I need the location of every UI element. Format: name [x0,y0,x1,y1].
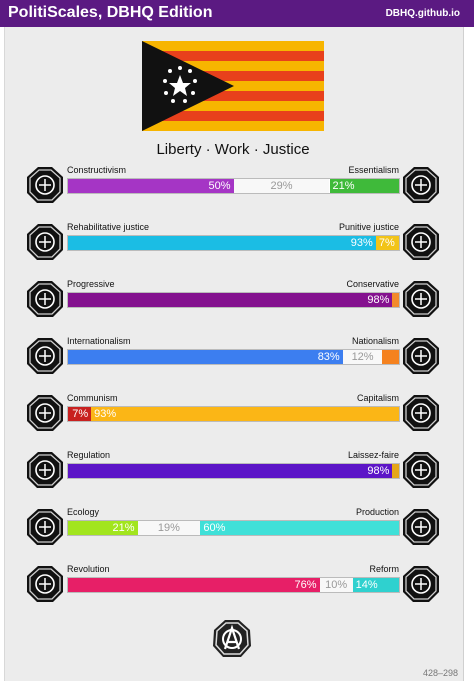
axis-left-label: Constructivism [67,165,127,175]
essentialism-icon [403,167,439,203]
site-link[interactable]: DBHQ.github.io [385,8,460,19]
axis-row: Regulation Laissez-faire 98% [26,450,440,491]
axis-left-label: Regulation [67,450,111,460]
image-dimensions: 428–298 [422,668,458,678]
axis-score-bar: 50% 29% 21% [67,178,400,194]
reform-icon [403,566,439,602]
laissez-faire-icon [403,452,439,488]
communism-icon [27,395,63,431]
neutral-score-segment: 19% [137,521,201,535]
left-score-segment: 98% [68,464,393,478]
conservative-icon [403,281,439,317]
constructivism-icon [27,167,63,203]
axis-right-label: Reform [369,564,399,574]
regulation-icon [26,451,64,489]
punitive-justice-icon [402,223,440,261]
neutral-score-segment: 29% [233,179,330,193]
reform-icon [402,565,440,603]
axis-score-bar: 98% [67,292,400,308]
axis-right-label: Production [355,507,399,517]
conservative-icon [402,280,440,318]
left-score-segment: 93% [68,236,376,250]
right-score-segment: 14% [352,578,399,592]
axis-right-label: Capitalism [356,393,399,403]
neutral-score-segment: 10% [319,578,353,592]
right-score-segment [382,350,399,364]
production-icon [402,508,440,546]
laissez-faire-icon [402,451,440,489]
neutral-score-segment: 12% [342,350,383,364]
axis-left-label: Rehabilitative justice [67,222,150,232]
essentialism-icon [402,166,440,204]
axis-row: Communism Capitalism 7% 93% [26,393,440,434]
axis-right-label: Conservative [346,279,399,289]
axis-left-label: Internationalism [67,336,131,346]
title-bar: PolitiScales, DBHQ Edition DBHQ.github.i… [0,0,474,27]
capitalism-icon [403,395,439,431]
app-title: PolitiScales, DBHQ Edition [8,4,213,21]
axis-score-bar: 7% 93% [67,406,400,422]
flag-image [142,41,324,131]
axis-score-bar: 83% 12% [67,349,400,365]
left-score-segment: 50% [68,179,234,193]
revolution-icon [27,566,63,602]
axis-right-label: Nationalism [351,336,399,346]
constructivism-icon [26,166,64,204]
axis-row: Constructivism Essentialism 50% 29% 21% [26,165,440,206]
axis-score-bar: 93% 7% [67,235,400,251]
axis-row: Internationalism Nationalism 83% 12% [26,336,440,377]
motto: Liberty · Work · Justice [156,141,310,158]
axis-right-label: Laissez-faire [347,450,399,460]
axis-right-label: Essentialism [348,165,399,175]
rehabilitative-justice-icon [27,224,63,260]
axis-left-label: Ecology [67,507,100,517]
progressive-icon [27,281,63,317]
axis-score-bar: 76% 10% 14% [67,577,400,593]
left-score-segment: 83% [68,350,343,364]
internationalism-icon [27,338,63,374]
left-score-segment: 21% [68,521,138,535]
ecology-icon [26,508,64,546]
axis-row: Revolution Reform 76% 10% 14% [26,564,440,605]
right-score-segment [392,293,399,307]
right-score-segment: 21% [329,179,399,193]
right-score-segment [392,464,399,478]
axis-score-bar: 98% [67,463,400,479]
axis-left-label: Communism [67,393,118,403]
left-score-segment: 76% [68,578,320,592]
nationalism-icon [403,338,439,374]
communism-icon [26,394,64,432]
capitalism-icon [402,394,440,432]
axis-score-bar: 21% 19% 60% [67,520,400,536]
rehabilitative-justice-icon [26,223,64,261]
axis-left-label: Progressive [67,279,115,289]
axis-right-label: Punitive justice [338,222,399,232]
anarchy-badge-icon [213,620,251,657]
nationalism-icon [402,337,440,375]
production-icon [403,509,439,545]
punitive-justice-icon [403,224,439,260]
internationalism-icon [26,337,64,375]
progressive-icon [26,280,64,318]
right-score-segment: 93% [91,407,399,421]
left-score-segment: 98% [68,293,393,307]
axis-row: Ecology Production 21% 19% 60% [26,507,440,548]
right-score-segment: 60% [200,521,399,535]
right-score-segment: 7% [375,236,399,250]
left-score-segment: 7% [68,407,92,421]
axis-row: Rehabilitative justice Punitive justice 93… [26,222,440,263]
regulation-icon [27,452,63,488]
revolution-icon [26,565,64,603]
axis-left-label: Revolution [67,564,110,574]
ecology-icon [27,509,63,545]
axis-row: Progressive Conservative 98% [26,279,440,320]
